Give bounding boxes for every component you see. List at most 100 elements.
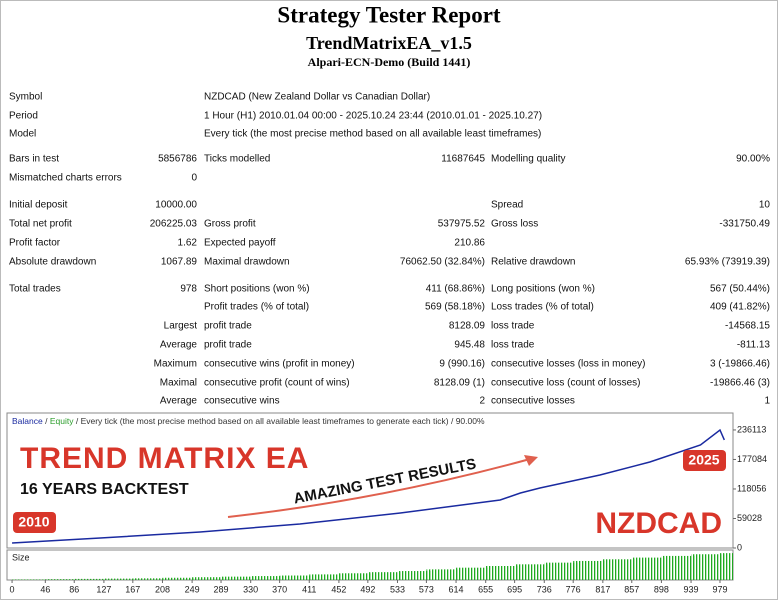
- x-tick-label: 573: [419, 584, 434, 594]
- size-bar: [602, 559, 637, 580]
- table-cell: 76062.50 (32.84%): [400, 257, 485, 268]
- size-bar: [661, 555, 695, 580]
- table-cell: Average: [160, 340, 198, 351]
- table-cell: 978: [180, 284, 197, 295]
- banner-subtitle: 16 YEARS BACKTEST: [20, 481, 189, 498]
- arrow: [227, 458, 531, 518]
- table-cell: 10000.00: [155, 200, 197, 211]
- size-bar: [426, 569, 460, 580]
- table-cell: Profit factor: [9, 238, 61, 249]
- chart: Balance / Equity / Every tick (the most …: [10, 416, 767, 594]
- x-tick-label: 411: [302, 584, 316, 594]
- table-cell: Total net profit: [9, 219, 72, 230]
- table-cell: Gross loss: [491, 219, 538, 230]
- table-cell: 8128.09: [449, 321, 486, 332]
- table-cell: loss trade: [491, 340, 535, 351]
- size-bar: [279, 575, 313, 580]
- table-cell: -811.13: [737, 340, 771, 351]
- table-cell: consecutive losses: [491, 396, 575, 407]
- x-tick-label: 655: [478, 584, 493, 594]
- table-cell: Absolute drawdown: [9, 257, 96, 268]
- arrow-head: [524, 455, 538, 466]
- report-table: Symbol NZDCAD (New Zealand Dollar vs Cana…: [9, 92, 770, 407]
- table-cell: 1067.89: [161, 257, 198, 268]
- table-cell: Short positions (won %): [204, 284, 310, 295]
- table-cell: 409 (41.82%): [710, 302, 770, 313]
- table-cell: profit trade: [204, 340, 252, 351]
- size-bar: [514, 564, 548, 580]
- size-bar: [192, 577, 226, 580]
- size-bar: [162, 577, 196, 580]
- size-bar: [338, 573, 373, 580]
- y-tick-label: 236113: [737, 424, 766, 434]
- table-cell: Average: [160, 396, 198, 407]
- table-cell: Symbol: [9, 92, 42, 103]
- x-tick-label: 127: [96, 584, 111, 594]
- table-cell: NZDCAD (New Zealand Dollar vs Canadian D…: [204, 92, 430, 103]
- size-bar: [74, 578, 108, 580]
- table-cell: Period: [9, 111, 38, 122]
- table-cell: consecutive losses (loss in money): [491, 359, 646, 370]
- table-cell: consecutive wins (profit in money): [204, 359, 355, 370]
- table-cell: 2: [479, 396, 485, 407]
- table-cell: Largest: [164, 321, 198, 332]
- table-cell: Relative drawdown: [491, 257, 576, 268]
- table-cell: 65.93% (73919.39): [685, 257, 770, 268]
- table-cell: 90.00%: [736, 154, 770, 165]
- x-tick-label: 167: [125, 584, 140, 594]
- table-cell: 1.62: [178, 238, 198, 249]
- size-bar: [631, 557, 666, 580]
- size-bar: [221, 576, 255, 580]
- table-cell: 0: [191, 173, 197, 184]
- legend-equity: Equity: [50, 416, 74, 426]
- x-tick-label: 614: [449, 584, 464, 594]
- table-cell: Spread: [491, 200, 523, 211]
- table-cell: 3 (-19866.46): [710, 359, 770, 370]
- table-cell: Maximum: [154, 359, 197, 370]
- table-cell: -19866.46 (3): [710, 378, 770, 389]
- start-year: 2010: [18, 514, 49, 530]
- table-cell: 206225.03: [150, 219, 198, 230]
- end-year: 2025: [688, 452, 719, 468]
- banner-symbol: NZDCAD: [595, 507, 722, 540]
- table-cell: Maximal: [160, 378, 197, 389]
- balance-line: [12, 428, 726, 544]
- table-cell: 10: [759, 200, 771, 211]
- x-tick-label: 289: [214, 584, 229, 594]
- size-bar: [309, 574, 343, 580]
- x-tick-label: 979: [712, 584, 727, 594]
- table-cell: Long positions (won %): [491, 284, 595, 295]
- x-tick-label: 370: [272, 584, 287, 594]
- table-cell: Profit trades (% of total): [204, 302, 309, 313]
- size-bar: [485, 566, 519, 580]
- table-cell: consecutive profit (count of wins): [204, 378, 350, 389]
- size-bar: [544, 562, 578, 580]
- banner-title: TREND MATRIX EA: [20, 442, 309, 475]
- table-cell: Mismatched charts errors: [9, 173, 122, 184]
- x-tick-label: 857: [624, 584, 639, 594]
- table-cell: 567 (50.44%): [710, 284, 770, 295]
- end-badge: [683, 450, 726, 471]
- size-bar: [456, 567, 490, 580]
- ea-name: TrendMatrixEA_v1.5: [306, 33, 472, 53]
- chart-legend: Balance / Equity / Every tick (the most …: [12, 416, 485, 426]
- table-cell: Gross profit: [204, 219, 256, 230]
- table-cell: 945.48: [454, 340, 485, 351]
- table-cell: Every tick (the most precise method base…: [204, 129, 541, 140]
- x-tick-label: 817: [595, 584, 610, 594]
- x-tick-label: 695: [507, 584, 522, 594]
- x-tick-label: 0: [10, 584, 15, 594]
- x-tick-label: 330: [243, 584, 258, 594]
- table-cell: 569 (58.18%): [425, 302, 485, 313]
- x-tick-label: 776: [566, 584, 581, 594]
- table-cell: consecutive wins: [204, 396, 280, 407]
- size-label: Size: [12, 552, 30, 562]
- table-cell: Modelling quality: [491, 154, 566, 165]
- y-tick-label: 177084: [737, 454, 767, 464]
- start-badge: [13, 512, 56, 533]
- legend-separator: /: [45, 416, 48, 426]
- table-cell: -14568.15: [725, 321, 770, 332]
- size-bar: [45, 579, 79, 580]
- table-cell: 411 (68.86%): [426, 284, 485, 295]
